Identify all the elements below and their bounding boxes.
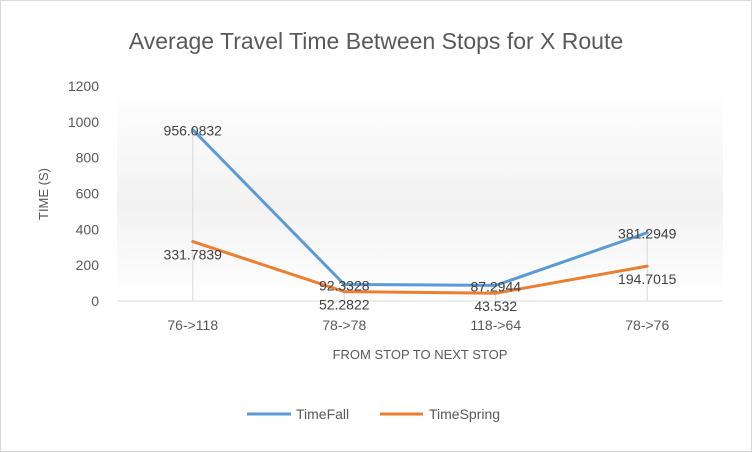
chart-title: Average Travel Time Between Stops for X … bbox=[129, 28, 623, 54]
y-tick-label: 0 bbox=[91, 293, 99, 309]
data-label: 331.7839 bbox=[164, 247, 223, 263]
legend-label-timefall: TimeFall bbox=[296, 406, 349, 422]
y-axis-title: TIME (S) bbox=[36, 168, 51, 220]
legend-label-timespring: TimeSpring bbox=[429, 406, 500, 422]
y-tick-label: 1200 bbox=[68, 78, 99, 94]
data-labels: 956.0832 92.3328 87.2944 381.2949 331.7839 52… bbox=[164, 123, 677, 314]
y-tick-label: 600 bbox=[76, 186, 100, 202]
plot-area bbox=[117, 86, 723, 301]
series-line-timespring bbox=[191, 240, 649, 295]
series-line-timefall bbox=[191, 128, 649, 287]
data-label: 381.2949 bbox=[618, 226, 677, 242]
legend: TimeFall TimeSpring bbox=[247, 406, 500, 422]
data-label: 194.7015 bbox=[618, 271, 677, 287]
data-label: 43.532 bbox=[474, 298, 517, 314]
data-label: 87.2944 bbox=[470, 278, 521, 294]
data-label: 92.3328 bbox=[319, 277, 370, 293]
x-tick-label: 78->76 bbox=[625, 317, 669, 333]
series-group bbox=[191, 128, 649, 295]
y-tick-label: 400 bbox=[76, 221, 100, 237]
x-tick-label: 78->78 bbox=[322, 317, 366, 333]
y-tick-label: 800 bbox=[76, 150, 100, 166]
x-axis: 76->118 78->78 118->64 78->76 bbox=[167, 317, 669, 333]
x-tick-label: 118->64 bbox=[470, 317, 521, 333]
y-tick-label: 1000 bbox=[68, 114, 99, 130]
data-label: 956.0832 bbox=[164, 123, 223, 139]
x-tick-label: 76->118 bbox=[167, 317, 218, 333]
y-tick-label: 200 bbox=[76, 257, 100, 273]
x-axis-title: FROM STOP TO NEXT STOP bbox=[333, 347, 508, 362]
y-axis: 0 200 400 600 800 1000 1200 bbox=[68, 78, 99, 309]
data-label: 52.2822 bbox=[319, 297, 370, 313]
